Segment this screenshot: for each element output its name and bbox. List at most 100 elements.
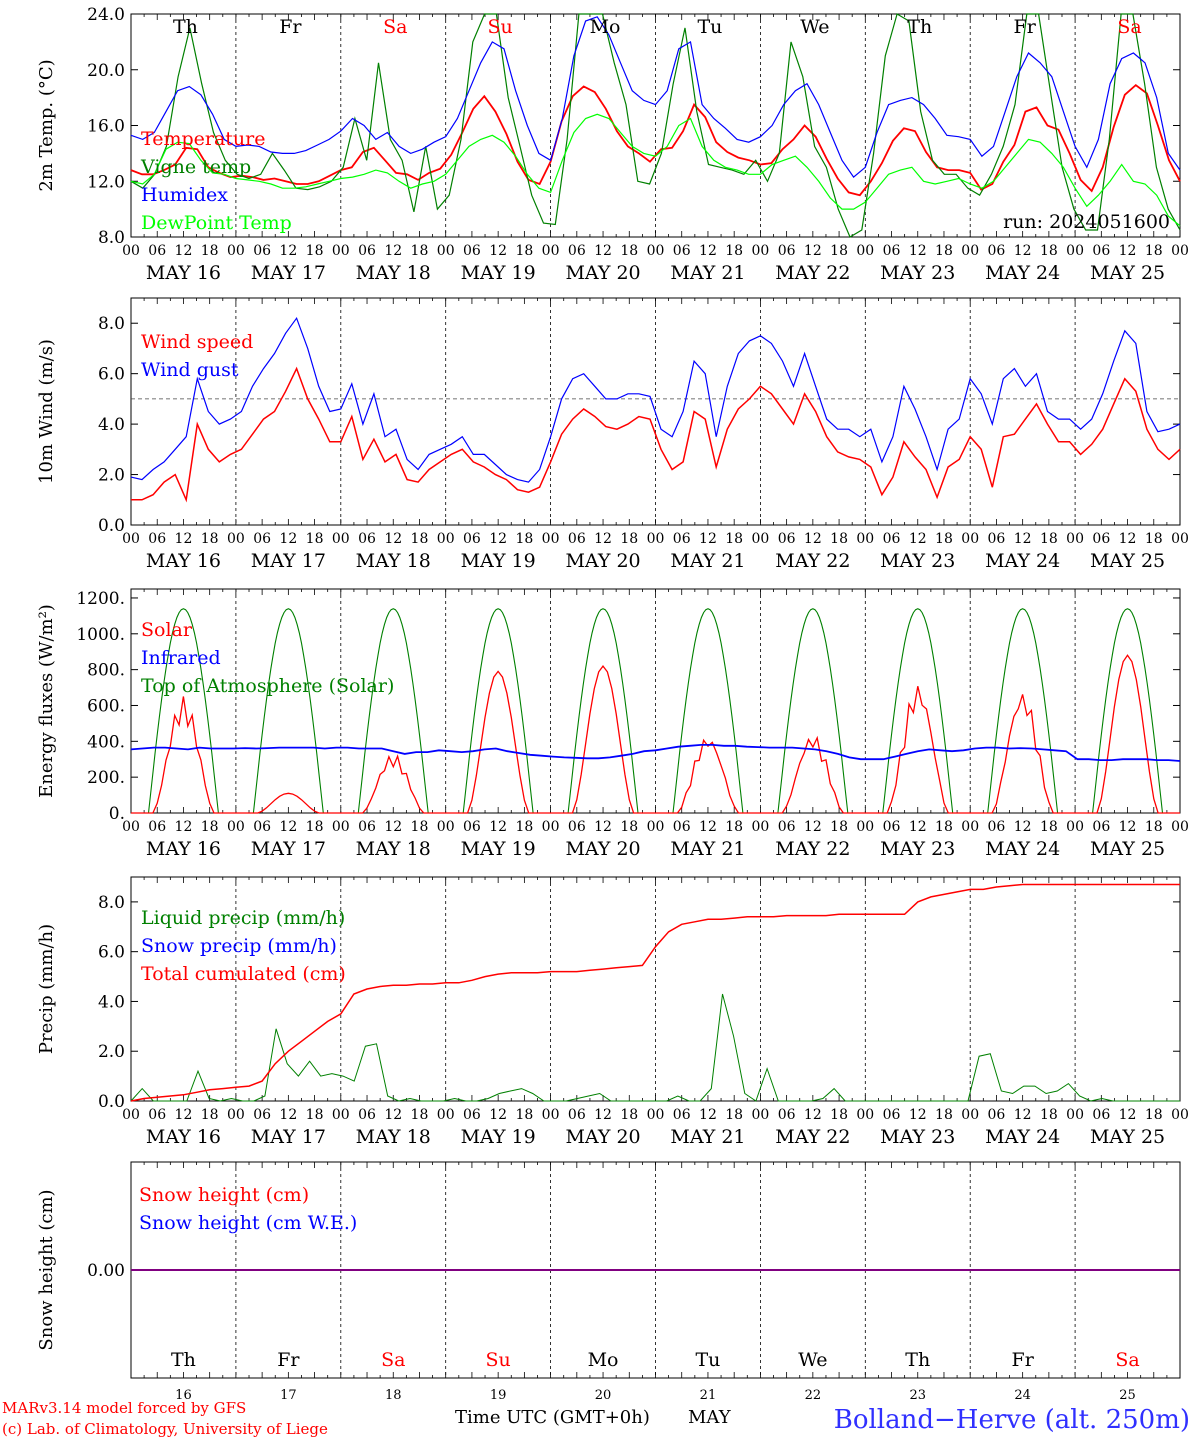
y-tick-label: 2.0 xyxy=(98,1042,125,1062)
hour-tick-label: 18 xyxy=(620,531,638,547)
hour-tick-label: 18 xyxy=(830,819,848,835)
hour-tick-label: 06 xyxy=(673,1107,691,1123)
hour-tick-label: 00 xyxy=(122,531,140,547)
hour-tick-label: 06 xyxy=(778,531,796,547)
y-tick-label: 2.0 xyxy=(98,466,125,486)
day-number-label: 19 xyxy=(490,1388,507,1403)
date-label: MAY 20 xyxy=(565,262,640,284)
day-number-label: 18 xyxy=(385,1388,402,1403)
date-label: MAY 22 xyxy=(775,1126,850,1148)
hour-tick-label: 00 xyxy=(856,531,874,547)
hour-tick-label: 12 xyxy=(1014,819,1032,835)
hour-tick-label: 12 xyxy=(804,243,822,259)
date-label: MAY 21 xyxy=(670,550,745,572)
date-label: MAY 17 xyxy=(251,262,326,284)
hour-tick-label: 12 xyxy=(1119,531,1137,547)
date-label: MAY 18 xyxy=(356,838,431,860)
date-label: MAY 20 xyxy=(565,550,640,572)
series-line xyxy=(130,16,1181,178)
date-label: MAY 22 xyxy=(775,838,850,860)
date-label: MAY 23 xyxy=(880,838,955,860)
weekday-label: Su xyxy=(486,1349,511,1371)
hour-tick-label: 12 xyxy=(384,531,402,547)
hour-tick-label: 06 xyxy=(883,531,901,547)
hour-tick-label: 06 xyxy=(988,531,1006,547)
hour-tick-label: 00 xyxy=(856,1107,874,1123)
hour-tick-label: 18 xyxy=(725,819,743,835)
y-axis-label: Precip (mm/h) xyxy=(36,924,57,1054)
y-tick-label: 800. xyxy=(87,661,125,681)
hour-tick-label: 06 xyxy=(988,819,1006,835)
hour-tick-label: 12 xyxy=(909,531,927,547)
hour-tick-label: 06 xyxy=(253,531,271,547)
weekday-label: Fr xyxy=(1012,1349,1035,1371)
hour-tick-label: 06 xyxy=(358,819,376,835)
hour-tick-label: 18 xyxy=(620,1107,638,1123)
hour-tick-label: 00 xyxy=(437,1107,455,1123)
series-line xyxy=(130,113,1181,227)
x-axis-month: MAY xyxy=(688,1407,732,1428)
hour-tick-label: 06 xyxy=(568,1107,586,1123)
date-label: MAY 25 xyxy=(1090,262,1165,284)
x-axis-title: Time UTC (GMT+0h) xyxy=(455,1407,650,1428)
hour-tick-label: 18 xyxy=(1040,531,1058,547)
hour-tick-label: 06 xyxy=(253,819,271,835)
weekday-label: We xyxy=(800,16,829,38)
hour-tick-label: 06 xyxy=(253,1107,271,1123)
weekday-label: Fr xyxy=(279,16,302,38)
hour-tick-label: 00 xyxy=(122,1107,140,1123)
legend-entry: Total cumulated (cm) xyxy=(141,963,346,985)
hour-tick-label: 06 xyxy=(463,1107,481,1123)
date-label: MAY 25 xyxy=(1090,1126,1165,1148)
date-label: MAY 17 xyxy=(251,1126,326,1148)
legend-entry: Wind speed xyxy=(141,331,253,353)
hour-tick-label: 12 xyxy=(175,819,193,835)
hour-tick-label: 00 xyxy=(961,243,979,259)
date-label: MAY 24 xyxy=(985,262,1060,284)
hour-tick-label: 12 xyxy=(909,243,927,259)
hour-tick-label: 06 xyxy=(673,531,691,547)
date-label: MAY 19 xyxy=(461,550,536,572)
hour-tick-label: 00 xyxy=(647,1107,665,1123)
date-label: MAY 22 xyxy=(775,550,850,572)
y-tick-label: 200. xyxy=(87,768,125,788)
hour-tick-label: 18 xyxy=(411,1107,429,1123)
weekday-label: Fr xyxy=(277,1349,300,1371)
hour-tick-label: 18 xyxy=(935,243,953,259)
hour-tick-label: 18 xyxy=(935,819,953,835)
hour-tick-label: 06 xyxy=(463,243,481,259)
hour-tick-label: 18 xyxy=(306,1107,324,1123)
hour-tick-label: 00 xyxy=(751,819,769,835)
hour-tick-label: 06 xyxy=(778,243,796,259)
hour-tick-label: 00 xyxy=(227,819,245,835)
date-label: MAY 18 xyxy=(356,262,431,284)
hour-tick-label: 00 xyxy=(122,243,140,259)
hour-tick-label: 06 xyxy=(673,819,691,835)
hour-tick-label: 12 xyxy=(1014,243,1032,259)
date-label: MAY 25 xyxy=(1090,550,1165,572)
legend-entry: Snow height (cm W.E.) xyxy=(139,1212,357,1234)
date-label: MAY 16 xyxy=(146,838,221,860)
hour-tick-label: 12 xyxy=(1014,531,1032,547)
panel-3: 0. 200. 400. 600. 800. 1000. 1200. Energy fluxe… xyxy=(36,588,1189,860)
weekday-label: Th xyxy=(905,1349,930,1371)
hour-tick-label: 12 xyxy=(699,819,717,835)
hour-tick-label: 06 xyxy=(1092,531,1110,547)
y-tick-label: 0.0 xyxy=(98,516,125,536)
day-number-label: 24 xyxy=(1014,1388,1031,1403)
hour-tick-label: 06 xyxy=(988,1107,1006,1123)
hour-tick-label: 18 xyxy=(1145,243,1163,259)
date-label: MAY 17 xyxy=(251,550,326,572)
hour-tick-label: 00 xyxy=(961,531,979,547)
legend-entry: Temperature xyxy=(141,128,265,150)
legend-entry: Wind gust xyxy=(141,359,239,381)
weekday-label: We xyxy=(798,1349,827,1371)
hour-tick-label: 00 xyxy=(437,531,455,547)
hour-tick-label: 00 xyxy=(1171,1107,1189,1123)
legend-entry: Infrared xyxy=(141,647,221,669)
date-label: MAY 23 xyxy=(880,550,955,572)
series-line xyxy=(130,744,1181,762)
hour-tick-label: 12 xyxy=(594,243,612,259)
day-number-label: 23 xyxy=(909,1388,926,1403)
date-label: MAY 24 xyxy=(985,1126,1060,1148)
